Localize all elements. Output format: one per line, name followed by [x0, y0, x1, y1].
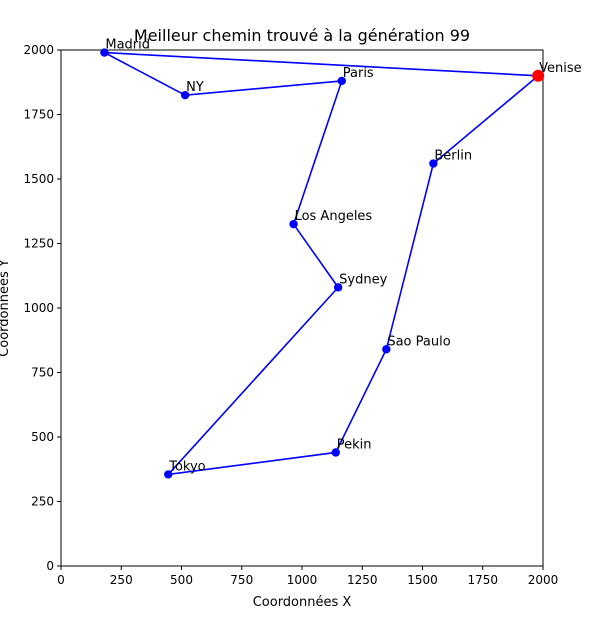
y-tick-label: 1750 — [23, 108, 54, 122]
city-point — [164, 470, 173, 479]
y-tick-label: 500 — [31, 430, 54, 444]
city-point — [382, 345, 391, 354]
y-axis-ticks: 0 250 500 750 1000 1250 1500 1750 2000 — [23, 43, 61, 573]
city-points — [100, 48, 545, 479]
city-label: Madrid — [105, 38, 150, 53]
city-label: Sydney — [339, 272, 387, 287]
y-tick-label: 1000 — [23, 301, 54, 315]
y-axis-label: Coordonnées Y — [0, 259, 12, 357]
x-axis-ticks: 0 250 500 750 1000 1250 1500 1750 2000 — [57, 566, 558, 587]
city-point — [289, 219, 298, 229]
city-label: Pekin — [337, 437, 372, 452]
x-tick-label: 1000 — [287, 573, 318, 587]
x-tick-label: 0 — [57, 573, 65, 587]
city-label: Los Angeles — [295, 209, 373, 224]
x-tick-label: 2000 — [528, 573, 559, 587]
city-point — [180, 90, 190, 100]
city-labels: Venise Berlin Sao Paulo Pekin Tokyo Sydney Los… — [105, 38, 581, 475]
x-tick-label: 1250 — [347, 573, 378, 587]
city-label: Sao Paulo — [387, 334, 450, 349]
x-axis-label: Coordonnées X — [253, 595, 352, 610]
city-point — [333, 283, 343, 292]
x-tick-label: 1750 — [467, 573, 498, 587]
y-tick-label: 250 — [31, 495, 54, 509]
plot-frame — [60, 49, 544, 567]
city-label: NY — [186, 80, 204, 95]
city-point — [337, 76, 346, 86]
y-tick-label: 2000 — [23, 43, 54, 57]
city-label: Berlin — [434, 149, 472, 164]
x-tick-label: 750 — [230, 573, 253, 587]
x-tick-label: 250 — [110, 573, 133, 587]
city-point — [331, 448, 340, 457]
x-tick-label: 1500 — [407, 573, 438, 587]
city-point — [429, 159, 438, 168]
route-line — [104, 51, 539, 476]
city-point — [100, 48, 109, 57]
city-label: Tokyo — [168, 459, 205, 474]
y-tick-label: 1500 — [23, 172, 54, 186]
y-tick-label: 0 — [46, 559, 54, 573]
chart-title: Meilleur chemin trouvé à la génération 9… — [134, 26, 470, 45]
x-tick-label: 500 — [170, 573, 193, 587]
city-point-start — [532, 69, 545, 82]
y-tick-label: 750 — [31, 366, 54, 380]
y-tick-label: 1250 — [23, 237, 54, 251]
city-label: Venise — [539, 61, 582, 76]
city-label: Paris — [343, 66, 374, 81]
